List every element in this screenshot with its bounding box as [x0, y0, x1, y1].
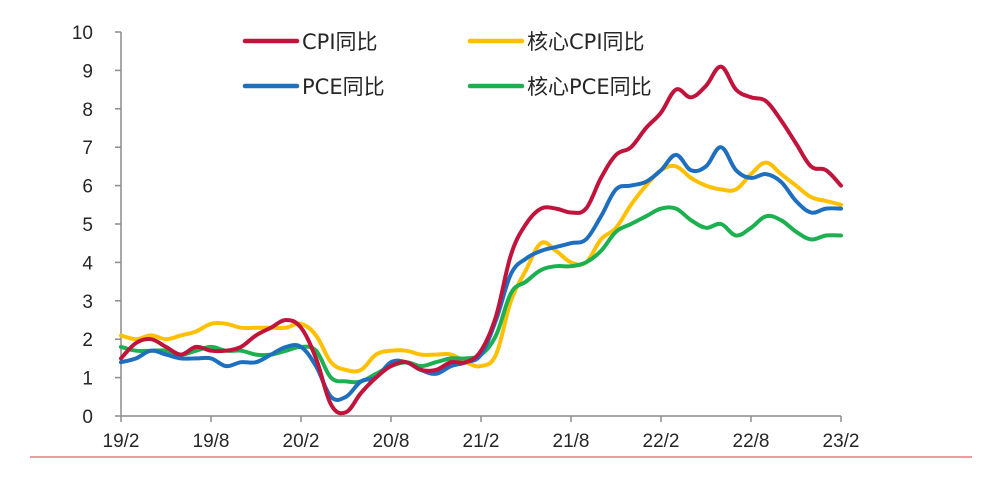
series-line-2 [119, 145, 843, 402]
y-tick-label: 0 [82, 407, 93, 428]
y-tick-label: 7 [82, 138, 93, 159]
y-ticks: 0 1 2 3 4 5 6 7 8 9 10 [72, 23, 121, 428]
x-tick-label: 22/8 [733, 431, 770, 452]
axes [120, 32, 841, 417]
y-tick-label: 10 [72, 23, 93, 44]
y-tick-label: 6 [82, 177, 93, 198]
legend-label-3: 核心PCE同比 [527, 75, 652, 99]
x-tick-label: 20/2 [283, 431, 320, 452]
x-ticks: 19/2 19/8 20/2 20/8 21/2 21/8 22/2 22/8 23/2 [103, 416, 860, 452]
x-tick-label: 19/2 [103, 431, 140, 452]
y-tick-label: 9 [82, 61, 93, 82]
series-layer [119, 64, 843, 416]
y-tick-label: 8 [82, 100, 93, 121]
y-tick-label: 3 [82, 292, 93, 313]
x-tick-label: 19/8 [193, 431, 230, 452]
x-tick-label: 22/2 [643, 431, 680, 452]
x-tick-label: 20/8 [373, 431, 410, 452]
y-tick-label: 4 [82, 253, 93, 274]
x-tick-label: 23/2 [823, 431, 860, 452]
legend-label-2: PCE同比 [302, 75, 385, 99]
y-tick-label: 5 [82, 215, 93, 236]
y-tick-label: 2 [82, 330, 93, 351]
x-tick-label: 21/8 [553, 431, 590, 452]
series-line-0 [119, 64, 843, 416]
legend-label-0: CPI同比 [302, 30, 378, 54]
y-tick-label: 1 [82, 369, 93, 390]
x-tick-label: 21/2 [463, 431, 500, 452]
series-line-1 [119, 160, 843, 374]
legend-label-1: 核心CPI同比 [527, 30, 645, 54]
legend: CPI同比 核心CPI同比 PCE同比 核心PCE同比 [242, 30, 652, 99]
